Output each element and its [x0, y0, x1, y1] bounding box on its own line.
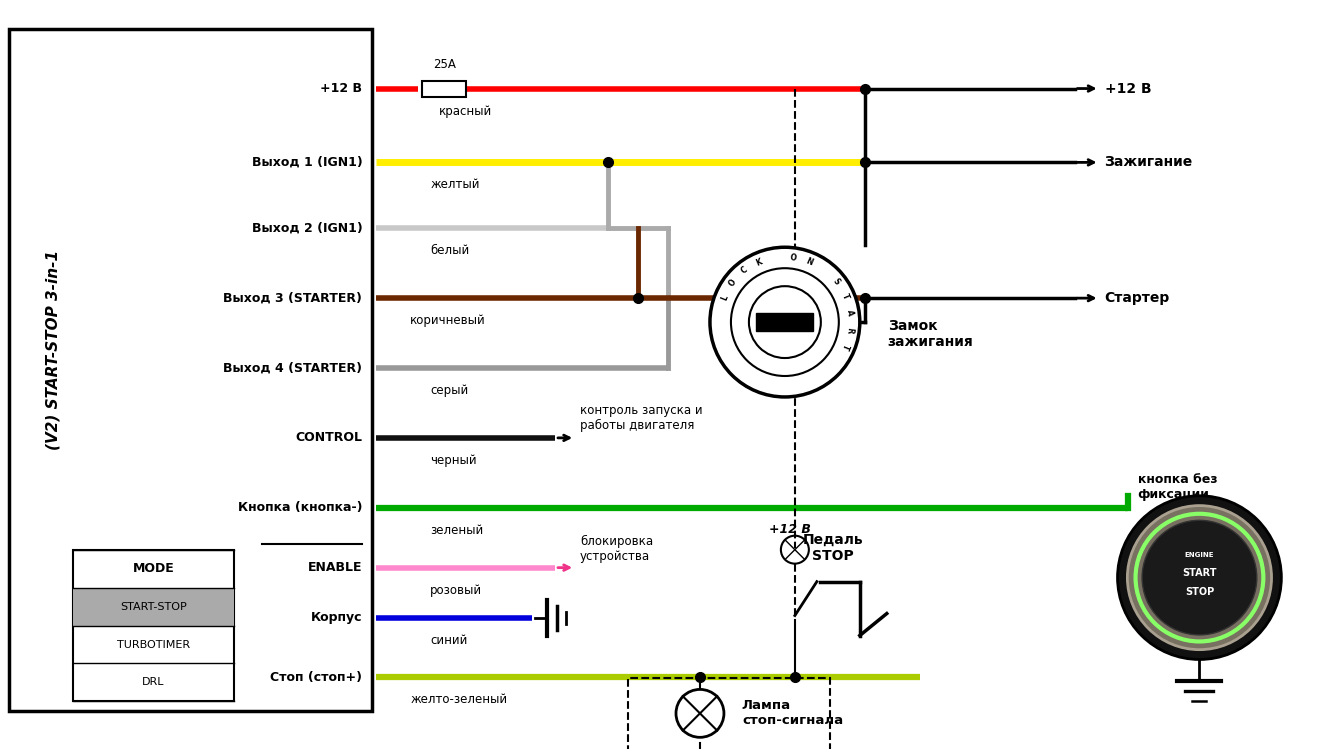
Text: STOP: STOP	[1185, 587, 1214, 597]
Text: серый: серый	[431, 384, 468, 397]
Text: синий: синий	[431, 634, 468, 646]
Bar	[756, 313, 814, 331]
Text: кнопка без
фиксации: кнопка без фиксации	[1138, 472, 1217, 501]
Text: коричневый: коричневый	[411, 314, 486, 327]
Text: CONTROL: CONTROL	[295, 431, 363, 445]
Bar	[72, 550, 235, 701]
Bar	[9, 28, 372, 712]
Circle shape	[1118, 496, 1282, 659]
Text: K: K	[755, 256, 764, 268]
Circle shape	[1142, 520, 1257, 635]
Text: Лампа
стоп-сигнала: Лампа стоп-сигнала	[742, 699, 843, 728]
Text: Корпус: Корпус	[311, 611, 363, 624]
Text: START-STOP: START-STOP	[120, 602, 187, 611]
Text: ENABLE: ENABLE	[308, 561, 363, 574]
Text: розовый: розовый	[431, 584, 483, 596]
Text: Кнопка (кнопка-): Кнопка (кнопка-)	[237, 501, 363, 515]
Text: желтый: желтый	[431, 178, 480, 191]
Text: C: C	[740, 266, 750, 276]
Text: TURBOTIMER: TURBOTIMER	[117, 640, 191, 650]
Text: T: T	[839, 292, 850, 301]
Text: S: S	[831, 277, 842, 287]
Bar	[628, 679, 830, 750]
Text: +12 В: +12 В	[1105, 82, 1151, 95]
Circle shape	[710, 248, 860, 397]
Text: Замок
зажигания: Замок зажигания	[887, 319, 974, 350]
Text: DRL: DRL	[143, 677, 165, 688]
Text: START: START	[1182, 568, 1217, 578]
Text: красный: красный	[439, 104, 492, 118]
Text: 25A: 25A	[432, 58, 456, 70]
Circle shape	[1127, 506, 1271, 650]
Text: белый: белый	[431, 244, 470, 257]
Text: Выход 2 (IGN1): Выход 2 (IGN1)	[252, 222, 363, 235]
Text: черный: черный	[431, 454, 476, 466]
Text: контроль запуска и
работы двигателя: контроль запуска и работы двигателя	[580, 404, 703, 432]
Text: Зажигание: Зажигание	[1105, 155, 1193, 170]
Bar	[423, 80, 466, 97]
Text: O: O	[727, 278, 739, 288]
Text: (V2) START-STOP 3-in-1: (V2) START-STOP 3-in-1	[45, 250, 60, 450]
Text: ENGINE: ENGINE	[1185, 552, 1214, 558]
Text: O: O	[788, 253, 796, 262]
Text: L: L	[719, 294, 730, 302]
Text: Выход 3 (STARTER): Выход 3 (STARTER)	[223, 292, 363, 304]
Text: A: A	[844, 310, 854, 316]
Text: +12 В: +12 В	[768, 523, 811, 536]
Text: Стартер: Стартер	[1105, 291, 1170, 305]
Text: Выход 1 (IGN1): Выход 1 (IGN1)	[252, 156, 363, 169]
Text: R: R	[844, 326, 854, 334]
Text: блокировка
устройства: блокировка устройства	[580, 535, 654, 562]
Text: желто-зеленый: желто-зеленый	[411, 694, 507, 706]
Circle shape	[748, 286, 820, 358]
Text: N: N	[804, 256, 814, 267]
Text: T: T	[840, 342, 851, 351]
Bar	[72, 587, 235, 626]
Text: Стоп (стоп+): Стоп (стоп+)	[271, 671, 363, 684]
Text: Педаль
STOP: Педаль STOP	[803, 532, 863, 562]
Text: MODE: MODE	[132, 562, 175, 575]
Text: Выход 4 (STARTER): Выход 4 (STARTER)	[223, 362, 363, 374]
Text: зеленый: зеленый	[431, 524, 483, 537]
Text: +12 В: +12 В	[320, 82, 363, 95]
